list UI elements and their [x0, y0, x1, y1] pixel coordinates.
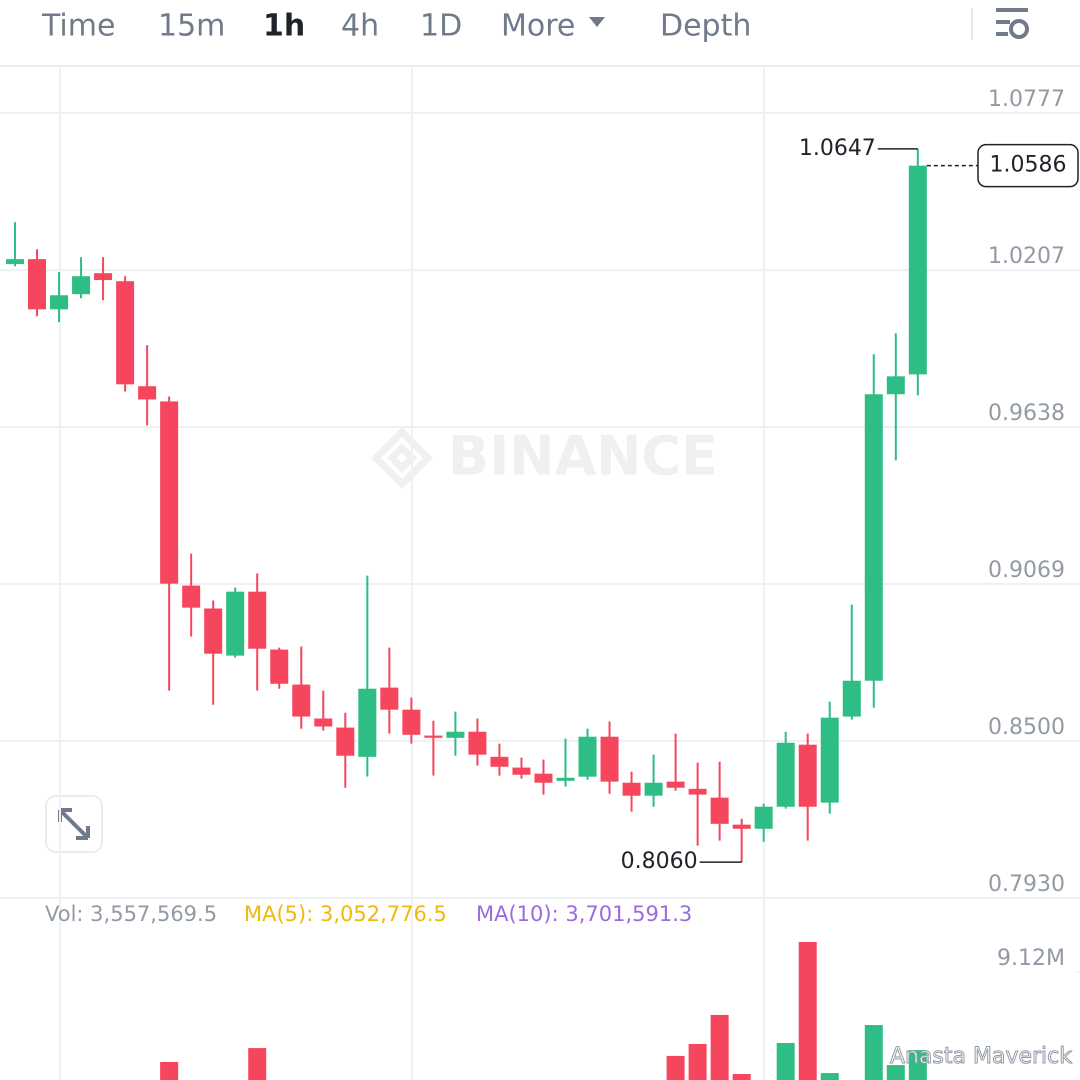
y-tick-label: 0.8500	[988, 715, 1065, 740]
candle-body	[116, 281, 135, 385]
logo-diamond	[387, 443, 417, 473]
candle-body	[28, 259, 47, 310]
candle-body	[820, 717, 839, 803]
candle-body	[468, 731, 487, 755]
watermark-logo	[371, 427, 433, 489]
volume-bar	[248, 1048, 267, 1080]
settings-icon[interactable]	[996, 8, 1029, 39]
candle-body	[666, 781, 685, 788]
logo-diamond	[371, 427, 433, 489]
high-label: 1.0647	[799, 136, 876, 161]
toolbar-tab[interactable]: 15m	[158, 9, 225, 44]
candle-body	[336, 727, 355, 756]
candle-body	[270, 649, 289, 684]
candle-body	[886, 376, 905, 395]
candle-body	[644, 782, 663, 796]
candle-body	[864, 394, 883, 681]
icon-gear	[1009, 19, 1029, 39]
candle-body	[556, 777, 575, 781]
candle-body	[578, 736, 597, 777]
candle-body	[292, 684, 311, 717]
toolbar-tab[interactable]: Depth	[660, 9, 751, 44]
volume-legend: Vol: 3,557,569.5	[45, 902, 217, 926]
volume-bar	[688, 1044, 707, 1080]
y-tick-label: 0.7930	[988, 872, 1065, 897]
icon-bar	[996, 20, 1010, 24]
y-tick-label: 1.0777	[988, 87, 1065, 112]
candle-body	[402, 709, 421, 735]
volume-bar	[776, 1043, 795, 1080]
y-tick-label: 0.9069	[988, 558, 1065, 583]
credit: Anasta Maverick	[890, 1044, 1072, 1069]
candle-body	[160, 401, 179, 584]
candle-body	[204, 608, 223, 654]
candle-body	[798, 744, 817, 807]
candle-body	[842, 680, 861, 717]
y-tick-label: 1.0207	[988, 244, 1065, 269]
candle-body	[248, 591, 267, 649]
volume-bar	[732, 1074, 751, 1080]
volume-bar	[820, 1073, 839, 1080]
candle-body	[490, 756, 509, 767]
volume-bar	[160, 1061, 179, 1080]
candle-body	[710, 797, 729, 824]
last-price-box	[977, 143, 1079, 188]
candle-body	[50, 295, 69, 310]
candle-body	[226, 591, 245, 656]
candle-body	[94, 273, 113, 281]
y-tick-label: 0.9638	[988, 401, 1065, 426]
volume-legend: MA(5): 3,052,776.5	[244, 902, 447, 926]
candle-body	[512, 767, 531, 775]
candle-body	[732, 824, 751, 829]
volume-bar	[908, 1050, 927, 1080]
volume-bar	[710, 1014, 729, 1080]
icon-bar	[996, 32, 1008, 36]
candle-body	[534, 773, 553, 783]
candle-body	[6, 259, 24, 265]
candle-body	[182, 585, 201, 608]
candle-body	[754, 806, 773, 829]
candle-body	[358, 688, 377, 757]
candle-body	[908, 165, 927, 375]
toolbar-tab[interactable]: 1D	[420, 9, 462, 44]
candle-body	[622, 782, 641, 796]
candle-body	[600, 736, 619, 782]
candle-body	[138, 386, 157, 400]
candle-body	[776, 742, 795, 807]
watermark: BINANCE	[448, 425, 718, 488]
more-caret[interactable]	[589, 17, 605, 27]
toolbar-tab[interactable]: 4h	[341, 9, 379, 44]
toolbar-tab[interactable]: More	[501, 9, 575, 44]
candle-body	[446, 731, 465, 738]
icon-bar	[996, 8, 1028, 12]
volume-legend: MA(10): 3,701,591.3	[476, 902, 692, 926]
volume-tick-label: 9.12M	[997, 946, 1065, 971]
toolbar-tab[interactable]: 1h	[263, 9, 305, 44]
low-label: 0.8060	[621, 849, 698, 874]
volume-bar	[666, 1055, 685, 1080]
candle-body	[314, 718, 333, 727]
last-price-label: 1.0586	[990, 153, 1067, 178]
volume-bar	[798, 941, 817, 1080]
toolbar-tab[interactable]: Time	[41, 9, 115, 44]
volume-bar	[886, 1065, 905, 1080]
candle-body	[380, 687, 399, 710]
candle-body	[424, 735, 443, 738]
volume-bar	[864, 1025, 883, 1080]
expand-button[interactable]	[45, 795, 103, 853]
candle-body	[72, 276, 91, 295]
candle-body	[688, 788, 707, 795]
